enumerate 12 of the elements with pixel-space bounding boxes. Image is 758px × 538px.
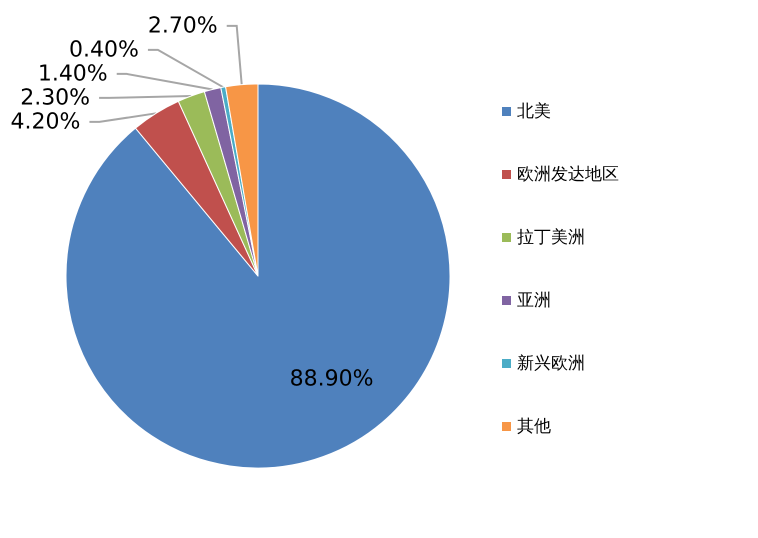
legend-label: 亚洲	[517, 290, 551, 310]
data-label: 1.40%	[38, 61, 108, 86]
data-label: 2.70%	[148, 13, 218, 38]
legend-label: 拉丁美洲	[517, 228, 585, 248]
legend-label: 北美	[517, 102, 551, 122]
data-label: 2.30%	[20, 85, 90, 110]
legend-label: 其他	[517, 416, 551, 436]
data-label: 0.40%	[69, 37, 139, 62]
legend-label: 新兴欧洲	[517, 354, 585, 374]
legend-label: 欧洲发达地区	[517, 164, 619, 184]
data-label: 4.20%	[10, 109, 80, 134]
data-label: 88.90%	[290, 366, 374, 392]
